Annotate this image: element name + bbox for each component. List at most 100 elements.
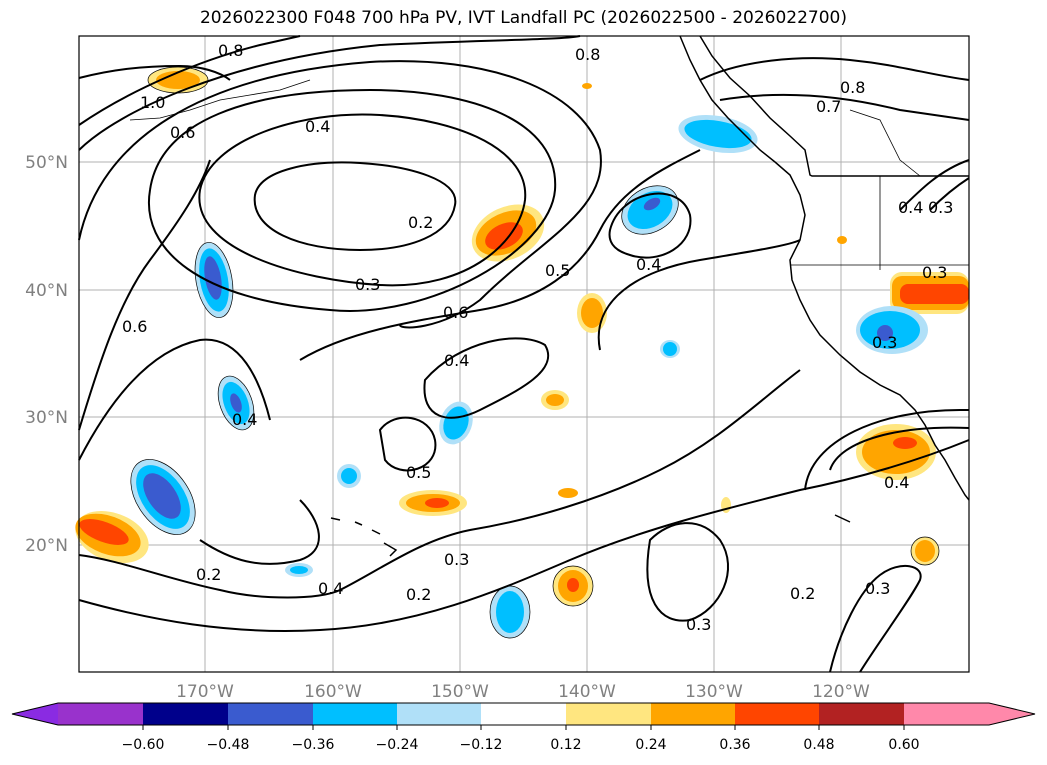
- contour-label: 0.8: [840, 78, 865, 97]
- colorbar-tick-label: 0.12: [550, 737, 581, 753]
- contour-label: 0.3: [922, 263, 947, 282]
- pos-anomaly-patch: [546, 394, 564, 406]
- contour-label: 0.5: [406, 463, 431, 482]
- contour-0.6-west: [78, 159, 211, 431]
- contour-label: 0.3: [865, 579, 890, 598]
- neg-anomaly-patch: [230, 393, 242, 413]
- colorbar-tick-label: 0.24: [635, 737, 666, 753]
- contour-label: 0.4: [232, 410, 257, 429]
- contour-label: 0.6: [122, 317, 147, 336]
- neg-anomaly-patch: [443, 406, 469, 440]
- colorbar: −0.60 −0.48 −0.36 −0.24 −0.12 0.12 0.24 …: [11, 702, 1036, 753]
- lon-label-120w: 120°W: [812, 682, 870, 702]
- pos-anomaly-patch: [837, 236, 847, 244]
- contour-label: 0.4: [444, 351, 469, 370]
- lat-label-50n: 50°N: [25, 153, 68, 173]
- pos-anomaly-patch: [900, 284, 969, 304]
- contour-label: 0.4: [884, 473, 909, 492]
- colorbar-extend-min: [12, 703, 58, 725]
- neg-anomaly-patch: [496, 591, 524, 633]
- colorbar-tick-label: 0.60: [888, 737, 919, 753]
- contour-label: 0.8: [218, 41, 243, 60]
- hawaii-island: [330, 517, 341, 521]
- contour-0.6-east: [597, 239, 801, 351]
- colorbar-tick-label: −0.24: [376, 737, 419, 753]
- pos-anomaly-patch: [582, 83, 592, 89]
- contour-0.5: [78, 60, 602, 329]
- contour-0.3-ne: [929, 177, 970, 211]
- west-coast-line: [679, 35, 970, 501]
- lon-label-170w: 170°W: [176, 682, 234, 702]
- lon-label-130w: 130°W: [685, 682, 743, 702]
- contour-label: 0.4: [305, 117, 330, 136]
- contour-label: 0.5: [545, 261, 570, 280]
- contour-0.4-ca: [804, 409, 969, 491]
- map-title: 2026022300 F048 700 hPa PV, IVT Landfall…: [199, 8, 847, 28]
- hawaii-island: [371, 529, 381, 535]
- state-border-line: [849, 109, 921, 177]
- colorbar-tick-label: −0.36: [292, 737, 335, 753]
- contour-0.4-ne: [899, 159, 970, 211]
- contour-label: 0.2: [790, 584, 815, 603]
- contour-0.4: [147, 88, 557, 312]
- contour-0.8-north: [78, 35, 301, 126]
- pos-anomaly-patch: [581, 298, 603, 328]
- contour-label: 0.4: [318, 579, 343, 598]
- colorbar-segment: [58, 703, 143, 725]
- colorbar-segment: [143, 703, 228, 725]
- colorbar-segment: [481, 703, 566, 725]
- neg-anomaly-patch: [204, 256, 222, 300]
- colorbar-segment: [735, 703, 819, 725]
- lat-label-20n: 20°N: [25, 536, 68, 556]
- pos-anomaly-patch: [862, 430, 930, 474]
- contour-0.4-mid: [423, 337, 550, 419]
- colorbar-segment: [397, 703, 481, 725]
- lon-axis: 170°W 160°W 150°W 140°W 130°W 120°W: [176, 682, 870, 702]
- aleutian-islands: [129, 79, 311, 121]
- pos-anomaly-patch: [425, 498, 449, 508]
- pos-anomaly-patch: [915, 540, 935, 562]
- colorbar-extend-max: [989, 703, 1035, 725]
- contour-label: 0.8: [575, 45, 600, 64]
- neg-anomaly-patch: [341, 468, 357, 484]
- contour-label: 0.3: [355, 275, 380, 294]
- neg-anomaly-patch: [877, 325, 893, 341]
- lat-axis: 50°N 40°N 30°N 20°N: [25, 153, 68, 556]
- colorbar-segment: [819, 703, 904, 725]
- contour-label: 0.6: [443, 303, 468, 322]
- contour-label: 0.2: [408, 213, 433, 232]
- colorbar-outline: [11, 702, 1036, 726]
- contour-0.6-north: [78, 35, 581, 151]
- contour-0.2-hawaii: [199, 499, 320, 565]
- neg-anomaly-patch: [684, 119, 752, 149]
- lat-label-30n: 30°N: [25, 408, 68, 428]
- contour-0.2-south: [78, 439, 970, 632]
- colorbar-segment: [228, 703, 313, 725]
- coastline: [129, 35, 970, 557]
- contour-label: 0.7: [816, 97, 841, 116]
- contour-0.4-east: [608, 192, 692, 259]
- contour-label: 1.0: [140, 93, 165, 112]
- contour-label: 0.3: [872, 333, 897, 352]
- pv-contours: [78, 35, 970, 673]
- contour-0.3-south: [78, 369, 801, 599]
- contour-0.3-ca: [829, 426, 970, 471]
- contour-0.2-inner: [253, 161, 457, 252]
- pos-anomaly-patch: [567, 578, 579, 592]
- pos-anomaly-patch: [893, 437, 917, 449]
- colorbar-tick-label: −0.12: [460, 737, 503, 753]
- contour-0.4-west: [78, 338, 271, 461]
- contour-0.5-mid-small: [378, 416, 437, 472]
- contour-label: 0.4: [636, 255, 661, 274]
- coast-inland-line: [699, 35, 969, 177]
- contour-label: 0.6: [170, 123, 195, 142]
- colorbar-segment: [904, 703, 989, 725]
- colorbar-tick-label: −0.48: [207, 737, 250, 753]
- contour-label: 0.4: [898, 198, 923, 217]
- colorbar-segment: [313, 703, 397, 725]
- pos-anomaly-patch: [156, 71, 200, 89]
- contour-label: 0.2: [196, 565, 221, 584]
- pos-anomaly-patch: [558, 488, 578, 498]
- contour-label: 0.2: [406, 585, 431, 604]
